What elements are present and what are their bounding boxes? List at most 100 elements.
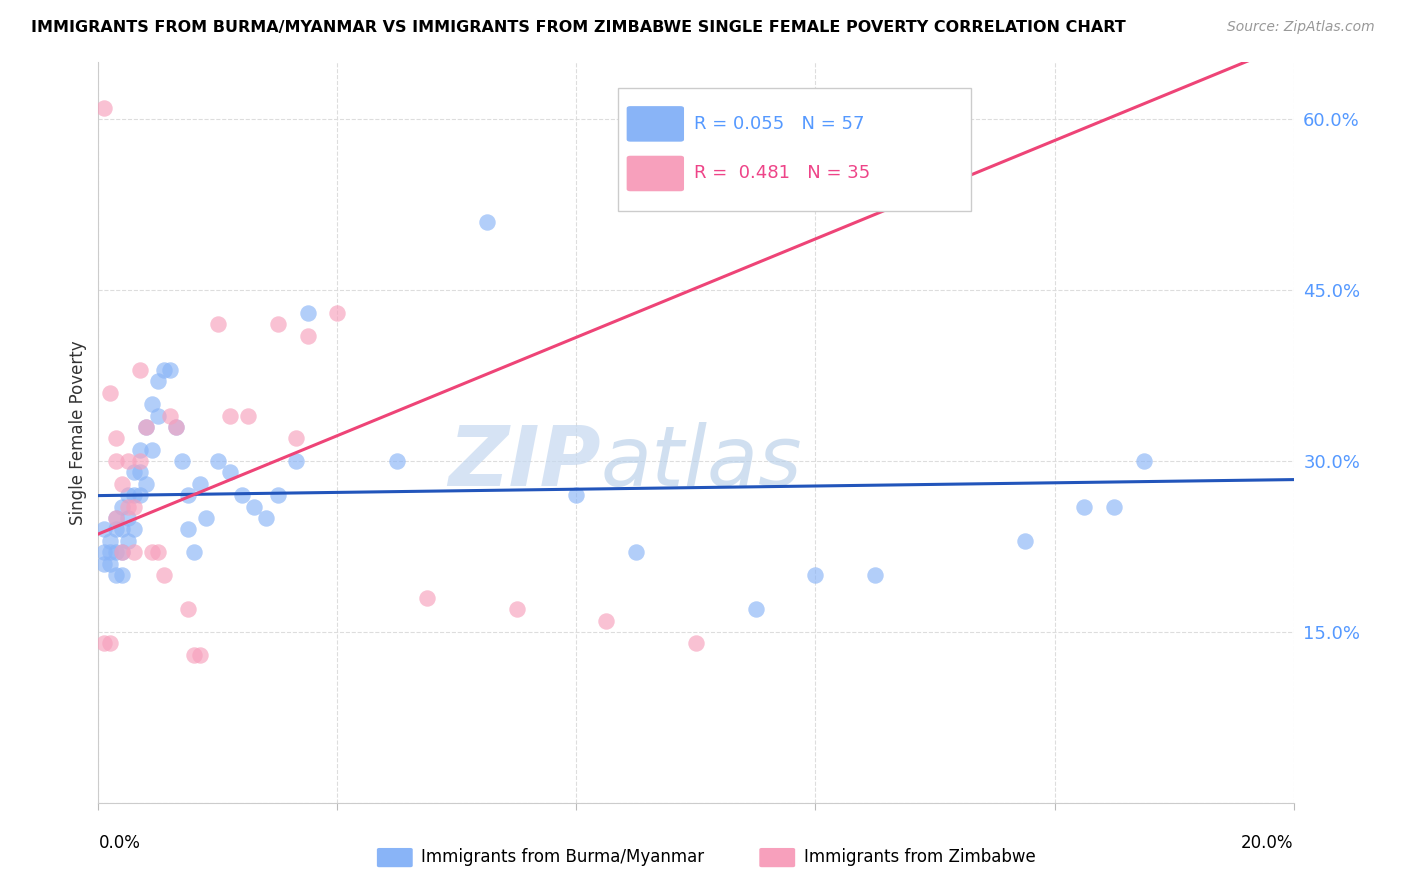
Point: [1073, 500, 1095, 514]
Text: Source: ZipAtlas.com: Source: ZipAtlas.com: [1227, 20, 1375, 34]
Point: [129, 442, 152, 457]
Point: [243, 500, 266, 514]
Point: [124, 488, 146, 502]
Point: [93, 101, 115, 115]
Point: [183, 545, 205, 559]
FancyBboxPatch shape: [627, 156, 685, 191]
Point: [124, 523, 146, 537]
Y-axis label: Single Female Poverty: Single Female Poverty: [69, 341, 87, 524]
Point: [165, 420, 187, 434]
Point: [475, 215, 498, 229]
Point: [117, 511, 139, 525]
Point: [865, 568, 887, 582]
Point: [124, 545, 146, 559]
Point: [148, 409, 170, 423]
Point: [177, 488, 200, 502]
Point: [153, 568, 176, 582]
Point: [98, 557, 122, 571]
Point: [626, 545, 648, 559]
Point: [159, 409, 181, 423]
Point: [153, 363, 176, 377]
Point: [148, 545, 170, 559]
Point: [129, 488, 152, 502]
Point: [177, 523, 200, 537]
Point: [565, 488, 588, 502]
Point: [111, 523, 134, 537]
Point: [93, 523, 115, 537]
Point: [135, 420, 157, 434]
Point: [297, 328, 319, 343]
Point: [111, 500, 134, 514]
Point: [129, 466, 152, 480]
Point: [105, 545, 128, 559]
Point: [124, 466, 146, 480]
Point: [231, 488, 253, 502]
Point: [745, 602, 768, 616]
Point: [385, 454, 409, 468]
FancyBboxPatch shape: [627, 106, 685, 142]
Point: [129, 454, 152, 468]
Point: [219, 409, 242, 423]
Text: 20.0%: 20.0%: [1241, 834, 1294, 852]
Point: [236, 409, 259, 423]
Point: [117, 454, 139, 468]
Point: [284, 454, 307, 468]
Point: [267, 488, 290, 502]
Point: [254, 511, 277, 525]
Point: [111, 476, 134, 491]
Point: [1133, 454, 1156, 468]
Point: [297, 306, 319, 320]
Point: [105, 431, 128, 445]
Point: [98, 636, 122, 650]
Point: [1014, 533, 1036, 548]
Point: [105, 454, 128, 468]
Point: [1104, 500, 1126, 514]
Point: [188, 476, 211, 491]
Point: [284, 431, 307, 445]
Point: [195, 511, 218, 525]
Point: [117, 500, 139, 514]
Point: [135, 476, 157, 491]
Point: [135, 420, 157, 434]
Point: [117, 533, 139, 548]
Point: [207, 454, 229, 468]
Point: [141, 442, 163, 457]
Text: R = 0.055   N = 57: R = 0.055 N = 57: [693, 115, 865, 133]
Point: [685, 636, 707, 650]
Point: [183, 648, 205, 662]
FancyBboxPatch shape: [377, 848, 413, 867]
FancyBboxPatch shape: [759, 848, 796, 867]
Text: IMMIGRANTS FROM BURMA/MYANMAR VS IMMIGRANTS FROM ZIMBABWE SINGLE FEMALE POVERTY : IMMIGRANTS FROM BURMA/MYANMAR VS IMMIGRA…: [31, 20, 1126, 35]
Point: [111, 545, 134, 559]
Point: [111, 568, 134, 582]
Text: R =  0.481   N = 35: R = 0.481 N = 35: [693, 164, 870, 183]
Point: [129, 363, 152, 377]
Point: [219, 466, 242, 480]
Point: [141, 397, 163, 411]
Point: [595, 614, 617, 628]
Point: [111, 545, 134, 559]
Point: [165, 420, 187, 434]
Point: [93, 557, 115, 571]
Text: 0.0%: 0.0%: [98, 834, 141, 852]
Point: [105, 568, 128, 582]
Point: [141, 545, 163, 559]
Point: [98, 545, 122, 559]
Text: ZIP: ZIP: [447, 422, 600, 503]
Text: Immigrants from Zimbabwe: Immigrants from Zimbabwe: [804, 848, 1035, 866]
Point: [124, 500, 146, 514]
Point: [207, 318, 229, 332]
Point: [172, 454, 194, 468]
Point: [177, 602, 200, 616]
Point: [416, 591, 439, 605]
Text: atlas: atlas: [600, 422, 801, 503]
Point: [188, 648, 211, 662]
Point: [105, 511, 128, 525]
Point: [98, 533, 122, 548]
Point: [105, 511, 128, 525]
Point: [159, 363, 181, 377]
Point: [506, 602, 529, 616]
Text: Immigrants from Burma/Myanmar: Immigrants from Burma/Myanmar: [422, 848, 704, 866]
Point: [117, 488, 139, 502]
Point: [93, 545, 115, 559]
